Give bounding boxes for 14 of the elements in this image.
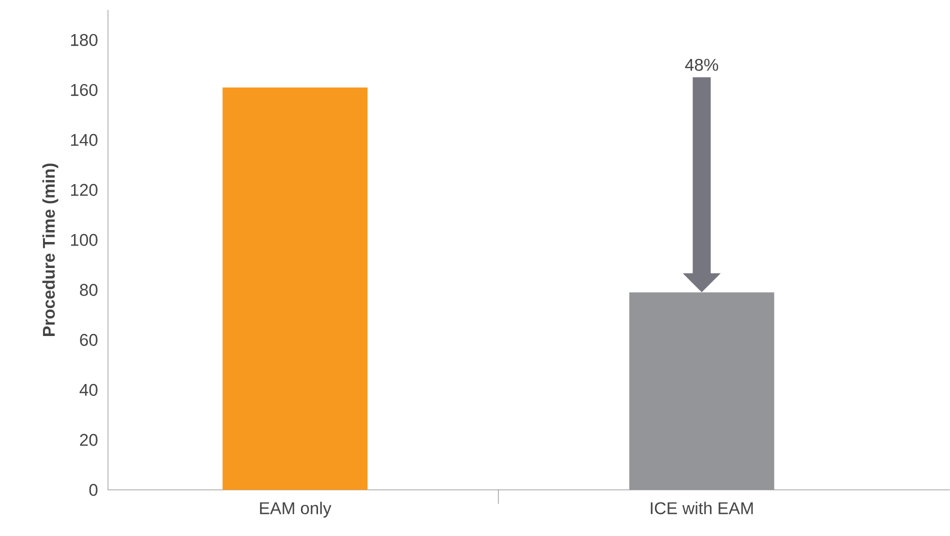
- y-tick-label: 40: [80, 384, 98, 396]
- y-tick-label: 120: [71, 184, 98, 196]
- y-tick-label: 140: [71, 134, 98, 146]
- y-tick-label: 60: [80, 334, 98, 346]
- y-tick-label: 20: [80, 434, 98, 446]
- y-tick-label: 100: [71, 234, 98, 246]
- y-tick-label: 180: [71, 34, 98, 46]
- y-tick-label: 160: [71, 84, 98, 96]
- y-tick-label: 80: [80, 284, 98, 296]
- y-tick-label: 0: [89, 484, 98, 496]
- x-tick-label: EAM only: [260, 502, 332, 518]
- annotation: 48%: [685, 58, 718, 71]
- y-axis-title: Procedure Time (min): [42, 164, 58, 336]
- x-tick-label: ICE with EAM: [650, 502, 753, 514]
